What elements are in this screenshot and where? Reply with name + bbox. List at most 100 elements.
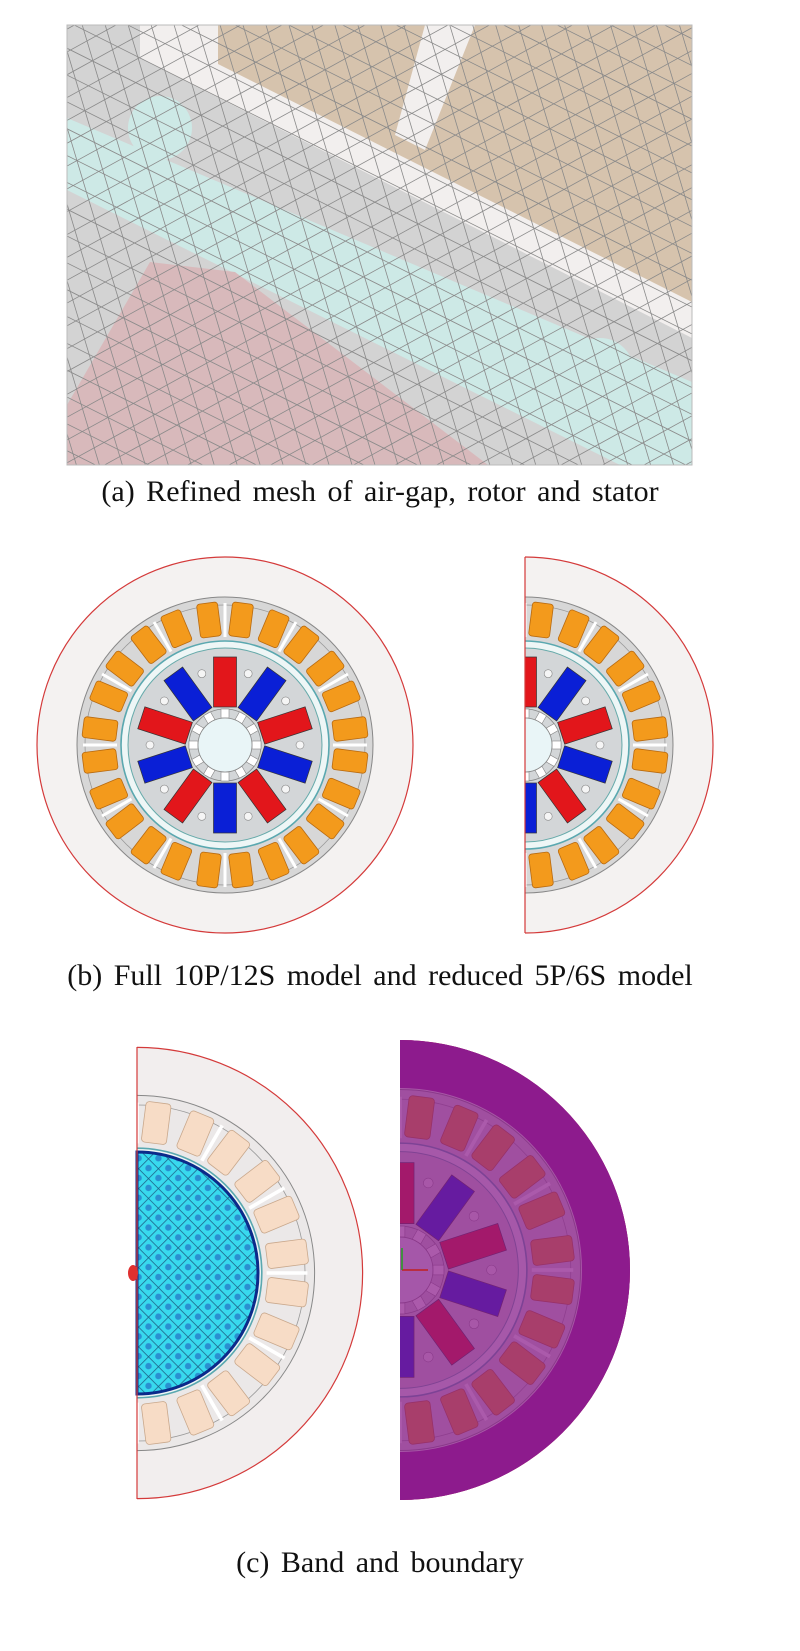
- coil: [0, 1342, 41, 1387]
- mesh-line: [731, 0, 800, 924]
- mesh-line: [67, 25, 325, 167]
- mesh-line: [357, 25, 491, 465]
- mesh-line: [67, 25, 408, 213]
- mesh-line: [288, 25, 422, 465]
- coil: [528, 601, 554, 639]
- magnet: [32, 1227, 98, 1272]
- mesh-line: [495, 25, 629, 465]
- mesh-line: [395, 25, 692, 174]
- coil: [234, 1160, 281, 1203]
- motor-models: [36, 556, 714, 934]
- mesh-line: [234, 25, 692, 254]
- shaft: [197, 717, 253, 773]
- slot-gap: [248, 1336, 286, 1360]
- coil: [0, 1159, 41, 1204]
- caption: (a) Refined mesh of air-gap, rotor and s…: [101, 475, 658, 508]
- coil: [430, 825, 467, 865]
- coil: [253, 1312, 300, 1351]
- mesh-line: [403, 25, 537, 465]
- mesh-line: [541, 25, 675, 465]
- coil: [130, 826, 167, 865]
- coil: [0, 1239, 9, 1269]
- coil: [322, 777, 361, 810]
- shaft-key: [94, 1268, 105, 1278]
- mesh-line: [311, 255, 692, 465]
- slot-gap: [152, 621, 173, 653]
- mesh-line: [67, 316, 365, 465]
- shaft-key: [374, 1296, 388, 1310]
- coil: [196, 851, 222, 889]
- magnet: [137, 706, 193, 745]
- mesh-line: [67, 128, 692, 442]
- mesh-line: [67, 25, 615, 327]
- coil: [606, 650, 645, 687]
- magnet: [525, 656, 537, 708]
- mesh-line: [186, 187, 692, 465]
- rotor-hole: [59, 1215, 69, 1225]
- mesh-line: [67, 25, 366, 190]
- coil: [228, 851, 254, 889]
- coil: [631, 716, 669, 742]
- coil: [89, 680, 128, 713]
- mesh-line: [67, 27, 692, 372]
- slot-gap: [577, 621, 598, 653]
- motor: [36, 556, 414, 934]
- magnet: [64, 1179, 122, 1244]
- slot-gap: [577, 837, 598, 869]
- rotor-hole: [197, 669, 207, 678]
- coil: [0, 1277, 9, 1307]
- shaft-key: [489, 741, 498, 749]
- mesh-line: [0, 0, 800, 14]
- rotor-hole: [543, 669, 553, 678]
- shaft-key: [504, 766, 515, 778]
- shaft-key: [492, 724, 504, 735]
- mesh-line: [196, 25, 330, 465]
- coil: [496, 602, 521, 638]
- rotor-hole: [281, 696, 290, 706]
- mesh-line: [67, 155, 687, 465]
- rotor-hole: [367, 1352, 377, 1362]
- slot-gap: [152, 837, 173, 869]
- shaft: [525, 717, 553, 773]
- coil: [130, 625, 167, 664]
- mesh-line: [67, 25, 283, 144]
- rotor-hole: [367, 1178, 377, 1188]
- coil: [257, 842, 290, 881]
- mesh-line: [180, 25, 692, 281]
- rotor-hole: [243, 812, 253, 821]
- mesh-line: [242, 25, 376, 465]
- shaft-key: [188, 740, 199, 750]
- caption: (c) Band and boundary: [236, 1546, 524, 1579]
- shaft-key: [504, 712, 515, 724]
- slot-gap: [101, 672, 133, 693]
- rotor-hole: [446, 741, 454, 749]
- rotor-hole: [59, 1321, 69, 1331]
- mesh-line: [449, 25, 583, 465]
- slot-gap: [52, 1385, 72, 1420]
- coil: [430, 625, 467, 665]
- slot-gap: [200, 1124, 224, 1162]
- coil: [196, 601, 222, 639]
- slot-gap: [454, 839, 471, 868]
- coil: [496, 852, 521, 888]
- slot-gap: [317, 797, 349, 818]
- mesh-line: [435, 324, 692, 465]
- magnet: [438, 746, 493, 783]
- mesh-line: [127, 25, 261, 465]
- coil: [321, 1104, 361, 1152]
- shaft-key: [111, 1299, 125, 1313]
- rotor-hole: [160, 696, 169, 706]
- rotor-hole: [595, 740, 605, 750]
- slot-gap: [0, 1338, 25, 1358]
- mesh-line: [794, 0, 800, 905]
- magnet: [137, 745, 193, 784]
- motor: [430, 556, 714, 934]
- shaft-key: [97, 1285, 111, 1299]
- magnet: [537, 666, 587, 722]
- mesh-line: [287, 25, 692, 228]
- coil: [365, 1095, 396, 1139]
- magnet: [213, 656, 237, 708]
- slot-gap: [617, 797, 649, 818]
- coil: [176, 1110, 215, 1157]
